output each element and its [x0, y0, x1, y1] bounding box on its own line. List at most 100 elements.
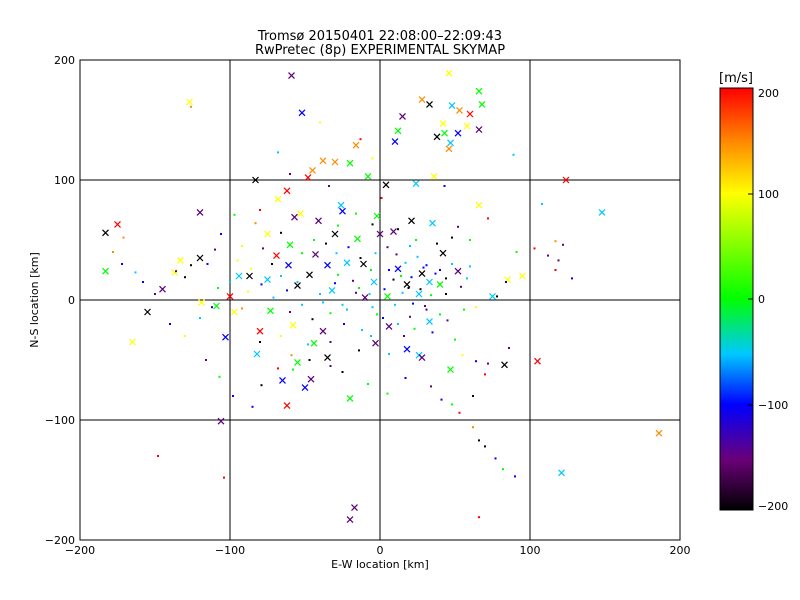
data-point-x — [324, 354, 331, 362]
data-point-x — [294, 282, 301, 290]
data-point-dot — [392, 278, 395, 281]
data-point-dot — [395, 253, 398, 256]
data-point-dot — [425, 264, 428, 267]
data-point-x — [102, 267, 109, 275]
data-point-x — [466, 110, 474, 118]
data-point-dot — [359, 257, 362, 259]
data-point-x — [370, 278, 378, 286]
data-point-dot — [463, 308, 465, 311]
data-point-dot — [472, 426, 474, 429]
data-point-x — [217, 417, 225, 425]
data-point-x — [274, 195, 282, 203]
data-point-dot — [400, 275, 402, 277]
data-point-x — [129, 338, 136, 346]
data-point-dot — [271, 263, 273, 265]
data-point-dot — [122, 236, 125, 239]
data-point-x — [361, 294, 369, 302]
data-point-dot — [439, 313, 441, 316]
data-point-dot — [419, 288, 422, 291]
data-point-x — [289, 321, 297, 329]
data-point-x — [558, 469, 565, 477]
data-point-dot — [404, 261, 407, 264]
data-point-x — [267, 307, 274, 315]
data-point-x — [352, 141, 360, 149]
data-point-dot — [322, 301, 324, 304]
data-point-x — [373, 212, 381, 220]
data-point-dot — [475, 306, 477, 309]
data-point-x — [231, 308, 238, 316]
data-point-dot — [343, 323, 345, 325]
data-point-dot — [157, 455, 159, 457]
data-point-x — [475, 87, 483, 95]
data-point-x — [307, 375, 315, 383]
data-point-dot — [446, 319, 449, 322]
data-point-dot — [494, 457, 497, 460]
data-point-dot — [289, 311, 291, 313]
data-point-dot — [134, 271, 137, 274]
data-point-dot — [445, 277, 447, 280]
data-point-dot — [329, 312, 332, 315]
data-point-x — [309, 166, 316, 174]
data-point-x — [430, 172, 438, 180]
data-point-x — [196, 208, 204, 216]
data-point-dot — [422, 266, 425, 269]
data-point-dot — [445, 293, 447, 295]
data-point-x — [279, 376, 286, 384]
data-point-x — [328, 286, 336, 294]
data-point-x — [288, 72, 295, 80]
data-point-dot — [260, 384, 263, 387]
x-tick-label: −100 — [215, 544, 245, 557]
data-point-dot — [409, 315, 411, 318]
data-point-dot — [259, 209, 261, 211]
data-point-dot — [277, 367, 279, 370]
data-point-dot — [487, 217, 489, 220]
data-point-dot — [409, 245, 411, 247]
data-point-x — [399, 112, 406, 120]
data-point-dot — [386, 392, 389, 395]
plot-grid — [80, 60, 680, 540]
data-point-x — [415, 290, 423, 298]
data-point-dot — [262, 247, 264, 250]
data-point-x — [144, 308, 151, 316]
data-point-dot — [361, 329, 363, 331]
data-point-dot — [397, 228, 399, 231]
data-point-x — [403, 345, 411, 353]
data-point-dot — [466, 277, 468, 280]
data-point-x — [264, 276, 271, 284]
data-point-dot — [469, 265, 471, 268]
data-point-x — [429, 219, 436, 227]
y-tick-label: −200 — [45, 534, 75, 547]
data-point-dot — [289, 173, 291, 175]
data-point-x — [448, 102, 456, 110]
data-point-dot — [367, 383, 369, 385]
data-point-x — [283, 402, 291, 410]
data-point-dot — [451, 403, 453, 406]
data-point-dot — [415, 239, 417, 241]
data-point-dot — [329, 365, 332, 367]
data-point-x — [337, 201, 345, 209]
colorbar-gradient — [719, 87, 754, 511]
data-point-dot — [404, 377, 407, 379]
data-point-dot — [313, 239, 315, 241]
data-point-dot — [214, 248, 216, 251]
y-axis-ticks: 200 100 0 −100 −200 — [45, 54, 75, 547]
data-point-x — [385, 322, 393, 330]
data-point-dot — [259, 341, 261, 343]
data-point-x — [376, 230, 384, 238]
x-axis-label: E-W location [km] — [331, 558, 429, 571]
data-point-x — [312, 250, 319, 258]
data-point-x — [246, 272, 253, 280]
data-point-x — [298, 109, 306, 117]
data-point-dot — [184, 276, 186, 279]
data-point-dot — [443, 185, 446, 187]
data-point-x — [226, 292, 234, 300]
data-point-x — [463, 122, 471, 130]
data-point-dot — [251, 405, 254, 408]
data-point-x — [331, 230, 339, 238]
data-point-dot — [451, 236, 453, 239]
data-point-x — [331, 158, 339, 166]
x-tick-label: 100 — [520, 544, 541, 557]
data-point-x — [256, 327, 264, 335]
data-point-dot — [352, 279, 354, 282]
data-point-dot — [388, 353, 390, 355]
